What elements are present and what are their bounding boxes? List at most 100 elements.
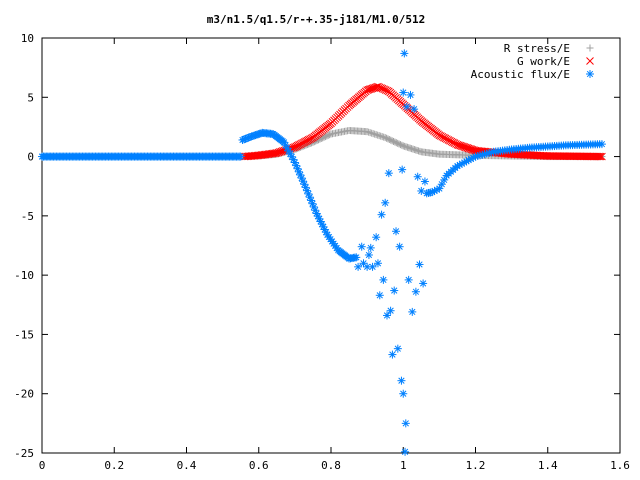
data-point [401, 447, 410, 456]
data-point [595, 152, 603, 161]
data-point [408, 307, 417, 316]
data-point [398, 165, 407, 174]
data-point [366, 243, 375, 252]
data-point [404, 275, 413, 284]
y-tick-label: 0 [27, 151, 34, 164]
data-point [392, 227, 401, 236]
data-point [402, 102, 411, 111]
data-point [352, 253, 361, 262]
data-point [395, 242, 404, 251]
data-point [437, 180, 446, 189]
data-point [377, 210, 386, 219]
y-tick-label: 10 [21, 32, 34, 45]
data-point [311, 206, 320, 215]
data-point [467, 145, 476, 154]
data-point [308, 199, 317, 208]
y-tick-label: 5 [27, 91, 34, 104]
x-tick-label: 1 [400, 459, 407, 472]
x-tick-label: 1.2 [466, 459, 486, 472]
data-point [597, 140, 606, 149]
data-series [38, 49, 606, 456]
data-point [384, 169, 393, 178]
data-point [390, 286, 399, 295]
data-point [596, 152, 605, 161]
x-tick-label: 0.6 [249, 459, 269, 472]
data-point [236, 152, 245, 161]
y-tick-label: -15 [14, 328, 34, 341]
y-tick-label: -10 [14, 269, 34, 282]
plot-frame [41, 37, 621, 454]
data-point [415, 260, 424, 269]
data-point [309, 202, 318, 211]
data-point [406, 90, 415, 99]
data-point [397, 376, 406, 385]
chart-title: m3/n1.5/q1.5/r-+.35-j181/M1.0/512 [207, 13, 426, 26]
legend-marker [586, 44, 594, 52]
data-point [393, 344, 402, 353]
data-point [373, 259, 382, 268]
data-point [290, 158, 299, 167]
data-point [363, 262, 372, 271]
data-point [460, 143, 469, 151]
x-tick-label: 1.6 [610, 459, 630, 472]
data-point [305, 193, 314, 202]
data-point [375, 291, 384, 300]
data-point [326, 131, 334, 139]
data-point [411, 287, 420, 296]
data-point [364, 250, 373, 259]
x-tick-label: 0.2 [104, 459, 124, 472]
data-point [399, 389, 408, 398]
legend-marker [586, 70, 594, 78]
axis-ticks: 0 0.2 0.4 0.6 0.8 1 1.2 1.4 1.6 10 5 0 -5 -10 -15 -20 -2… [14, 32, 630, 472]
data-point [303, 186, 312, 195]
data-point [386, 306, 395, 315]
data-point [365, 85, 374, 94]
data-point [457, 142, 466, 150]
data-point [400, 49, 409, 58]
series-1 [240, 82, 606, 161]
data-point [364, 85, 373, 94]
data-point [419, 279, 428, 288]
data-point [299, 177, 308, 186]
y-tick-label: -5 [21, 210, 34, 223]
data-point [301, 183, 310, 192]
data-point [413, 172, 422, 181]
data-point [292, 161, 301, 170]
data-point [453, 140, 462, 149]
x-tick-label: 1.4 [538, 459, 558, 472]
data-point [363, 86, 371, 95]
x-tick-label: 0 [39, 459, 46, 472]
data-point [379, 275, 388, 284]
data-point [388, 350, 397, 359]
data-point [466, 144, 474, 153]
data-point [464, 144, 473, 153]
legend-label: R stress/E [504, 42, 570, 55]
data-point [461, 143, 470, 152]
legend-marker [586, 57, 594, 65]
data-point [440, 175, 449, 184]
y-tick-label: -20 [14, 388, 34, 401]
data-point [367, 84, 376, 93]
data-point [463, 144, 472, 152]
data-point [456, 141, 465, 150]
data-point [381, 198, 390, 207]
data-point [401, 419, 410, 428]
data-point [459, 142, 467, 151]
data-point [281, 141, 290, 150]
data-point [399, 88, 408, 97]
x-tick-label: 0.8 [321, 459, 341, 472]
data-point [382, 311, 391, 320]
y-tick-label: -25 [14, 447, 34, 460]
data-point [435, 184, 444, 193]
data-point [271, 149, 280, 158]
x-tick-label: 0.4 [177, 459, 197, 472]
data-point [297, 174, 306, 183]
data-point [357, 242, 366, 251]
series-2 [38, 49, 606, 456]
data-point [454, 141, 463, 150]
legend-label: G work/E [517, 55, 570, 68]
data-point [368, 262, 377, 271]
data-point [354, 262, 363, 271]
